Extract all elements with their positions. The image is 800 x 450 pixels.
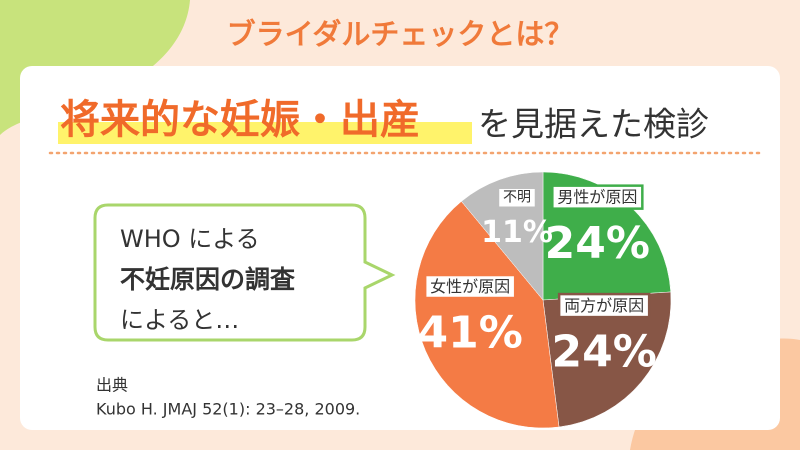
pie-slice bbox=[542, 291, 672, 428]
category-text: 男性が原因 bbox=[557, 188, 637, 207]
category-text: 不明 bbox=[503, 190, 531, 206]
title: ブライダルチェックとは？ bbox=[227, 17, 574, 51]
bubble-text: WHO による bbox=[120, 225, 260, 253]
source: Kubo H. JMAJ 52(1): 23–28, 2009. bbox=[96, 400, 360, 419]
pie-slice bbox=[414, 201, 560, 429]
category-box bbox=[551, 184, 644, 210]
value-label: 24% bbox=[545, 218, 650, 269]
pie: 24% 男性が原因 24% 両方が原因 41% 女性が原因 11% 不明 bbox=[414, 171, 672, 429]
category-text: 両方が原因 bbox=[564, 296, 644, 315]
category-label: 両方が原因 bbox=[557, 292, 651, 319]
bubble-text: 不妊原因の調査 bbox=[120, 265, 295, 294]
bubble-text: によると… bbox=[120, 306, 239, 334]
highlight-bar bbox=[58, 122, 472, 144]
category-label: 不明 bbox=[496, 186, 538, 209]
value-label: 41% bbox=[418, 308, 523, 359]
subtitle-rest: を見据えた検診 bbox=[478, 105, 709, 144]
source-label: 出典 bbox=[96, 376, 128, 395]
category-label: 男性が原因 bbox=[551, 184, 644, 210]
category-box bbox=[423, 273, 517, 300]
value-label: 24% bbox=[551, 327, 656, 378]
category-label: 女性が原因 bbox=[423, 273, 517, 300]
subtitle-highlight: 将来的な妊娠・出産 bbox=[60, 97, 420, 143]
speech-bubble bbox=[93, 203, 396, 342]
value-label: 11% bbox=[481, 215, 553, 250]
category-box bbox=[557, 292, 651, 319]
category-text: 女性が原因 bbox=[430, 277, 510, 296]
category-box bbox=[496, 186, 538, 209]
